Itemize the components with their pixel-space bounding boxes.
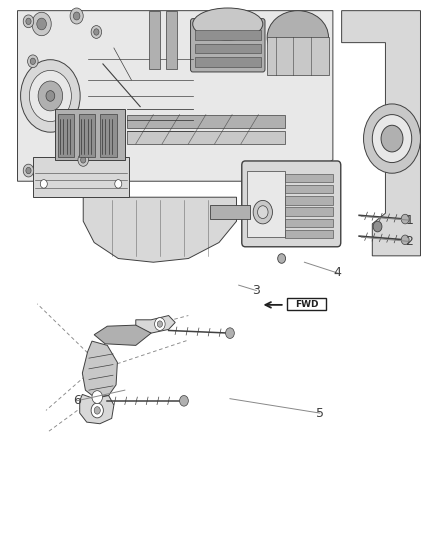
Bar [285,196,333,205]
Circle shape [38,81,63,111]
Circle shape [46,91,55,101]
Bar [247,171,285,237]
Circle shape [94,407,100,414]
Bar [195,30,261,40]
Circle shape [180,395,188,406]
Circle shape [401,235,409,245]
Bar [285,207,333,216]
Bar [285,174,333,182]
Bar [58,114,74,157]
Circle shape [26,167,31,174]
Circle shape [32,12,51,36]
Bar [100,114,117,157]
Circle shape [373,221,382,232]
Bar [149,11,160,69]
Bar [79,114,95,157]
Circle shape [258,206,268,219]
Circle shape [26,18,31,25]
Polygon shape [80,394,114,424]
FancyBboxPatch shape [191,19,265,72]
Circle shape [40,180,47,188]
Circle shape [30,58,35,64]
Text: 1: 1 [406,214,413,227]
Text: FWD: FWD [295,300,318,309]
Circle shape [29,70,71,122]
Polygon shape [94,325,151,345]
Circle shape [115,180,122,188]
Circle shape [94,29,99,35]
Ellipse shape [193,8,263,40]
Circle shape [253,200,272,224]
Bar [55,109,125,160]
Bar [13,11,420,288]
Circle shape [226,328,234,338]
Circle shape [364,104,420,173]
Polygon shape [136,316,175,333]
Circle shape [28,55,38,68]
Polygon shape [83,197,237,262]
Bar [285,185,333,193]
Circle shape [372,115,412,163]
Polygon shape [82,341,117,397]
Bar [267,37,328,75]
Circle shape [92,391,102,403]
Circle shape [157,321,162,327]
Bar [285,230,333,238]
Polygon shape [342,11,420,256]
Circle shape [278,254,286,263]
Ellipse shape [267,11,328,64]
Circle shape [73,12,80,20]
Bar [127,131,285,144]
Bar [285,219,333,227]
Circle shape [37,18,46,30]
Bar [210,205,250,219]
Bar [195,44,261,53]
Circle shape [78,154,88,166]
Bar [33,157,129,197]
Text: 5: 5 [316,407,324,419]
Circle shape [81,157,86,163]
Bar [166,11,177,69]
Bar [195,57,261,67]
Circle shape [23,15,34,28]
Circle shape [91,26,102,38]
Circle shape [21,60,80,132]
Circle shape [91,403,103,418]
FancyBboxPatch shape [242,161,341,247]
Circle shape [23,164,34,177]
Bar [127,115,285,128]
Text: 6: 6 [73,394,81,407]
Circle shape [70,8,83,24]
Text: 4: 4 [333,266,341,279]
Text: 3: 3 [252,284,260,297]
Polygon shape [18,11,333,181]
Circle shape [381,125,403,152]
Circle shape [155,318,165,330]
Circle shape [401,214,409,224]
Polygon shape [287,298,326,310]
Text: 2: 2 [406,235,413,248]
